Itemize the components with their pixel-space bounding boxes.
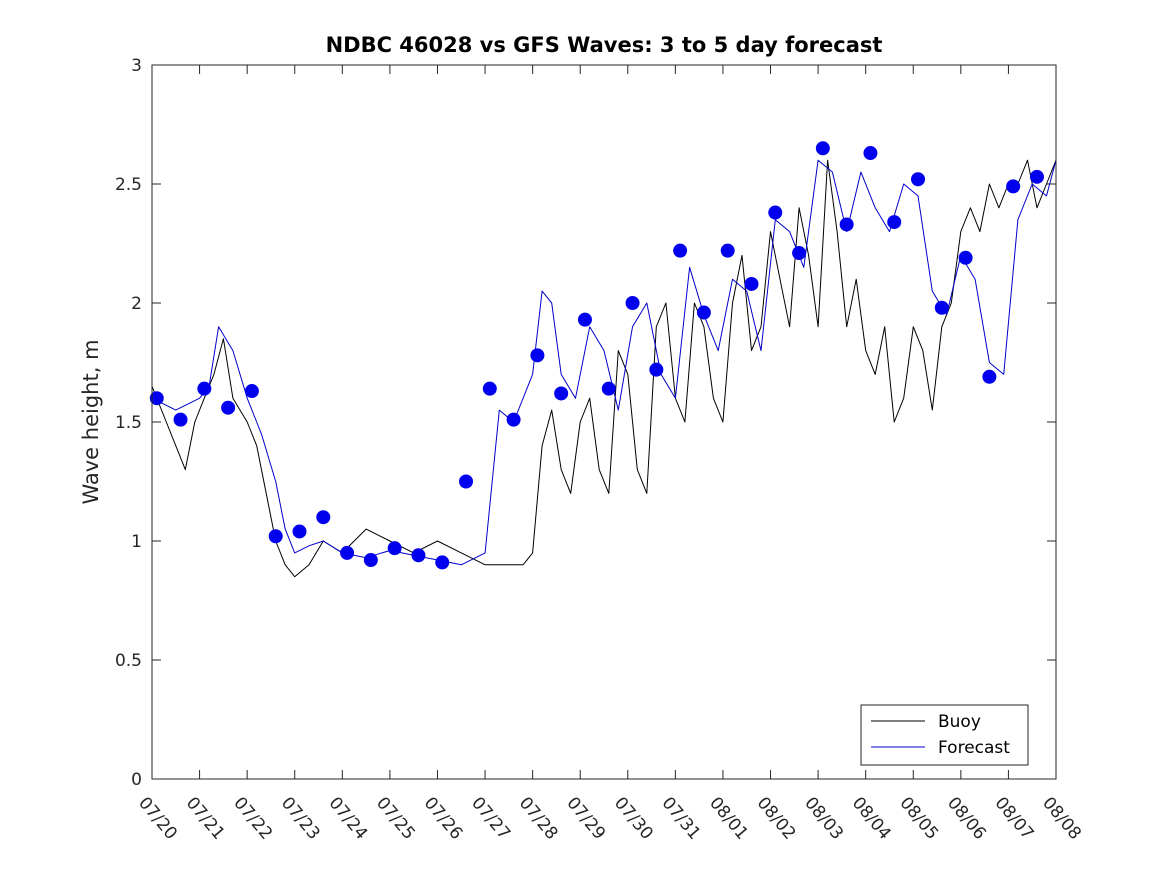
forecast-marker [482,381,497,396]
legend-buoy-label: Buoy [938,712,981,732]
forecast-marker [934,300,949,315]
y-tick-label: 0.5 [115,651,142,671]
forecast-marker [411,548,426,563]
forecast-line [151,159,1057,566]
forecast-marker [221,400,236,415]
y-tick-label: 1.5 [115,413,142,433]
data-series [151,159,1057,578]
forecast-marker [720,243,735,258]
forecast-marker [982,369,997,384]
forecast-marker [268,529,283,544]
forecast-marker [696,305,711,320]
forecast-marker [625,296,640,310]
forecast-marker [435,555,450,570]
forecast-marker [530,348,545,363]
forecast-marker [316,510,331,525]
forecast-marker [340,545,355,560]
forecast-marker [292,524,307,539]
plot-area [152,65,1056,779]
y-tick-label: 2 [131,294,142,314]
forecast-marker [744,276,759,291]
legend-box [860,704,1029,766]
legend: Buoy Forecast [860,704,1029,766]
chart-title: NDBC 46028 vs GFS Waves: 3 to 5 day fore… [326,33,883,57]
y-axis-label: Wave height, m [79,339,103,504]
y-tick-label: 3 [131,56,142,76]
buoy-line [151,159,1057,578]
forecast-marker [601,381,616,396]
y-tick-label: 1 [131,532,142,552]
plot-frame [151,64,1057,780]
forecast-marker [839,217,854,232]
forecast-marker [149,391,164,406]
forecast-marker [792,246,807,261]
forecast-marker [887,215,902,230]
forecast-marker [673,243,688,258]
forecast-marker [363,553,378,568]
forecast-marker [387,541,402,556]
forecast-marker [506,412,521,427]
forecast-marker [244,384,259,399]
forecast-marker [911,172,926,187]
forecast-marker [197,381,212,396]
y-tick-label: 2.5 [115,175,142,195]
forecast-marker [577,312,592,327]
forecast-marker [768,205,783,220]
axis-ticks [151,64,1057,780]
forecast-marker [863,146,878,161]
forecast-marker [1029,169,1044,184]
forecast-marker [815,141,830,156]
forecast-marker [459,474,474,489]
forecast-markers [149,141,1044,570]
legend-forecast-label: Forecast [938,738,1010,758]
forecast-marker [958,250,973,265]
forecast-marker [173,412,188,427]
y-tick-label: 0 [131,770,142,790]
forecast-marker [554,386,569,401]
forecast-marker [649,362,664,377]
forecast-marker [1006,179,1021,194]
